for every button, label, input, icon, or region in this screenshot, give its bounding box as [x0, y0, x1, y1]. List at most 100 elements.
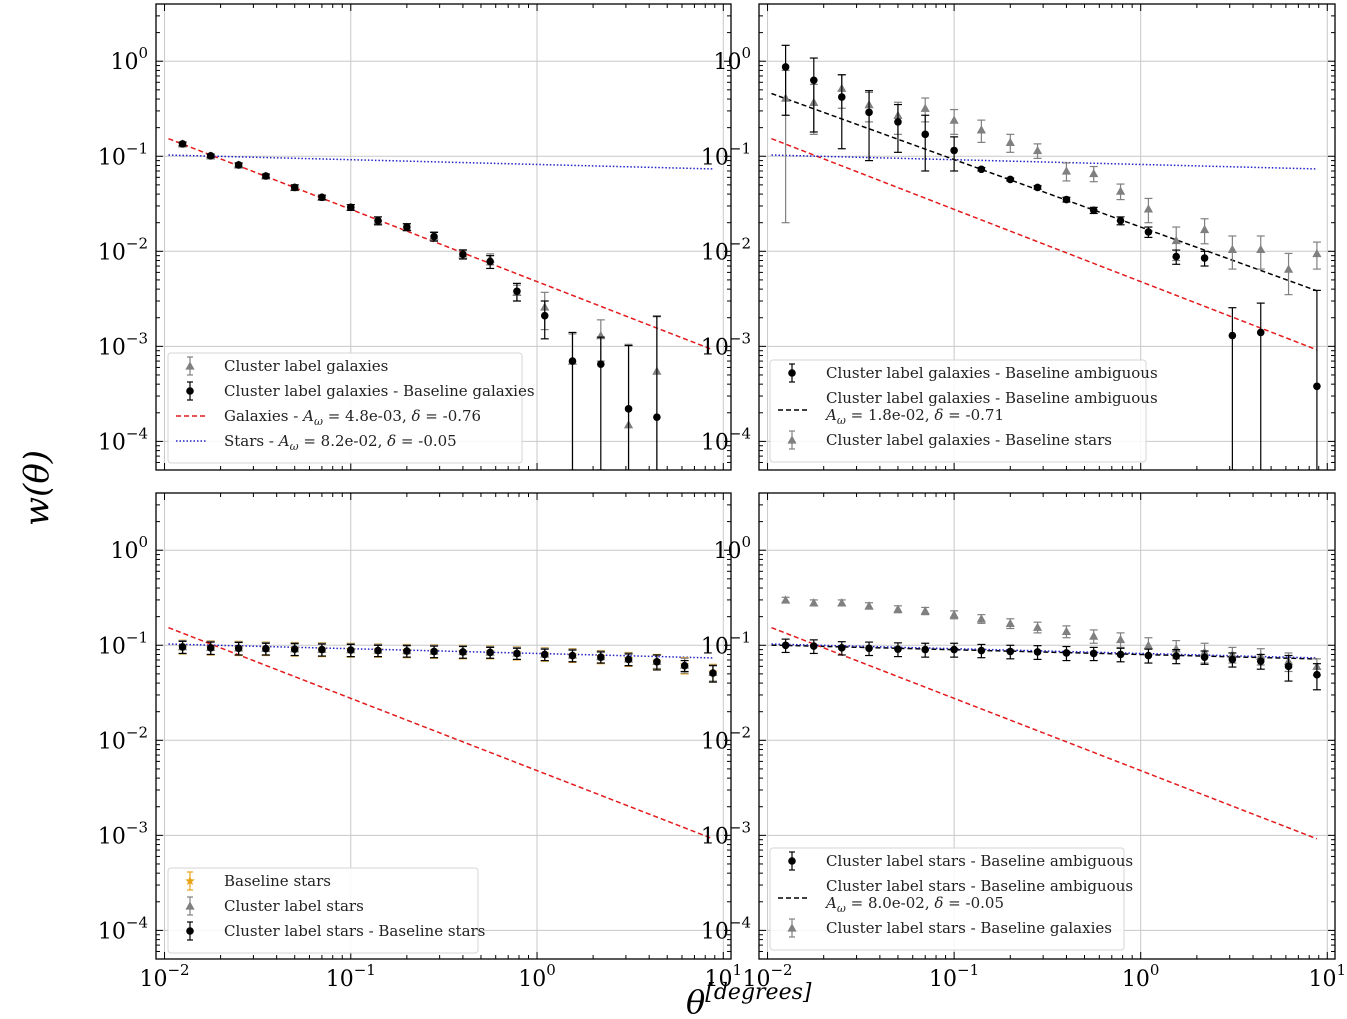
data-point [1143, 640, 1154, 649]
legend-entry: Cluster label galaxies - Baseline stars [787, 430, 1112, 450]
data-point [1200, 254, 1209, 262]
x-tick-base: 10 [1122, 967, 1150, 992]
data-point [206, 644, 215, 652]
x-tick-exponent: 0 [546, 961, 556, 979]
data-point [865, 644, 873, 653]
y-tick-exponent: −3 [729, 818, 751, 836]
y-tick-base: 10 [98, 824, 126, 849]
legend-param-eq2: = [943, 894, 965, 912]
data-point [262, 172, 270, 180]
y-axis-label: w(θ) [17, 450, 57, 526]
y-tick-base: 10 [701, 824, 729, 849]
y-tick-label: 10−2 [98, 234, 148, 265]
y-tick-base: 10 [701, 145, 729, 170]
legend-entry: Cluster label stars - Baseline ambiguous [788, 851, 1133, 871]
data-point [1089, 631, 1099, 640]
legend-entry: Cluster label galaxies - Baseline ambigu… [778, 389, 1158, 427]
series-triangle [177, 639, 718, 682]
legend: Baseline stars Cluster label stars Cluster… [167, 867, 485, 954]
legend-entry: Cluster label stars - Baseline ambiguous… [778, 877, 1133, 915]
legend-param-omega: ω [837, 902, 846, 915]
y-tick-base: 10 [98, 634, 126, 659]
data-point [1283, 264, 1294, 273]
legend-label: Cluster label stars [224, 897, 364, 915]
y-tick-base: 10 [713, 539, 741, 564]
series-circle [178, 640, 717, 683]
y-tick-base: 10 [98, 240, 126, 265]
data-point [290, 183, 299, 192]
series-line [771, 137, 1318, 351]
data-point [234, 161, 243, 169]
legend-param-omega: ω [314, 415, 323, 428]
y-tick-exponent: −2 [126, 234, 148, 252]
y-tick-label: 100 [713, 44, 751, 75]
legend-label: Cluster label galaxies [224, 357, 388, 375]
y-tick-exponent: −3 [729, 329, 751, 347]
series-triangle [781, 69, 1322, 296]
data-point [318, 193, 326, 202]
data-point [977, 646, 986, 655]
x-tick-label: 10−1 [929, 961, 979, 992]
y-tick-base: 10 [701, 729, 729, 754]
x-tick-label: 100 [1122, 961, 1160, 992]
data-point [1061, 166, 1072, 175]
legend-param-a: A [277, 432, 290, 450]
data-point [653, 657, 661, 666]
legend-entry: Cluster label stars - Baseline galaxies [787, 918, 1112, 938]
x-tick-label: 10−2 [742, 961, 792, 992]
y-tick-base: 10 [713, 50, 741, 75]
legend-param-omega: ω [290, 440, 299, 453]
data-point [403, 223, 411, 231]
data-point [430, 647, 438, 656]
legend-marker [186, 387, 194, 395]
data-point [1006, 175, 1015, 184]
legend-param-eq2: = [396, 432, 418, 450]
data-point [709, 669, 717, 677]
legend-param-eq: = [846, 894, 868, 912]
legend-marker [185, 876, 195, 886]
y-tick-exponent: 0 [741, 533, 751, 551]
legend-param-delta: δ [387, 432, 396, 450]
legend-box [167, 352, 523, 464]
data-point [178, 140, 187, 148]
data-point [1005, 618, 1015, 628]
x-tick-label: 101 [705, 961, 743, 992]
data-point [624, 655, 633, 664]
y-tick-exponent: −1 [729, 628, 751, 646]
data-point [837, 598, 847, 607]
data-point [1227, 244, 1237, 253]
data-point [680, 661, 689, 670]
legend-param-a: A [824, 406, 837, 424]
y-tick-label: 10−1 [701, 628, 751, 659]
x-tick-exponent: −2 [770, 961, 792, 979]
legend-box [167, 867, 479, 954]
x-tick-base: 10 [742, 967, 770, 992]
legend-entry: Cluster label stars - Baseline stars [186, 921, 485, 941]
y-tick-base: 10 [98, 145, 126, 170]
data-point [894, 645, 902, 653]
data-point [1062, 649, 1071, 657]
y-tick-base: 10 [701, 919, 729, 944]
plot-area [168, 626, 718, 840]
data-point [1089, 649, 1098, 658]
y-tick-exponent: −3 [126, 329, 148, 347]
data-point [374, 216, 382, 225]
data-point [597, 653, 605, 661]
data-point [920, 606, 930, 615]
y-tick-label: 10−1 [98, 628, 148, 659]
legend-label-prefix: Galaxies - [224, 407, 303, 425]
legend-param-sep: , [402, 407, 412, 425]
legend-entry: Cluster label galaxies - Baseline ambigu… [788, 363, 1158, 383]
y-tick-label: 10−3 [98, 329, 148, 360]
y-tick-base: 10 [110, 539, 138, 564]
legend-param-delta: δ [934, 894, 943, 912]
legend-entry: Cluster label galaxies - Baseline galaxi… [186, 381, 535, 401]
data-point [568, 357, 577, 365]
data-point [949, 610, 959, 619]
series-star [177, 639, 718, 683]
grid [156, 493, 731, 959]
